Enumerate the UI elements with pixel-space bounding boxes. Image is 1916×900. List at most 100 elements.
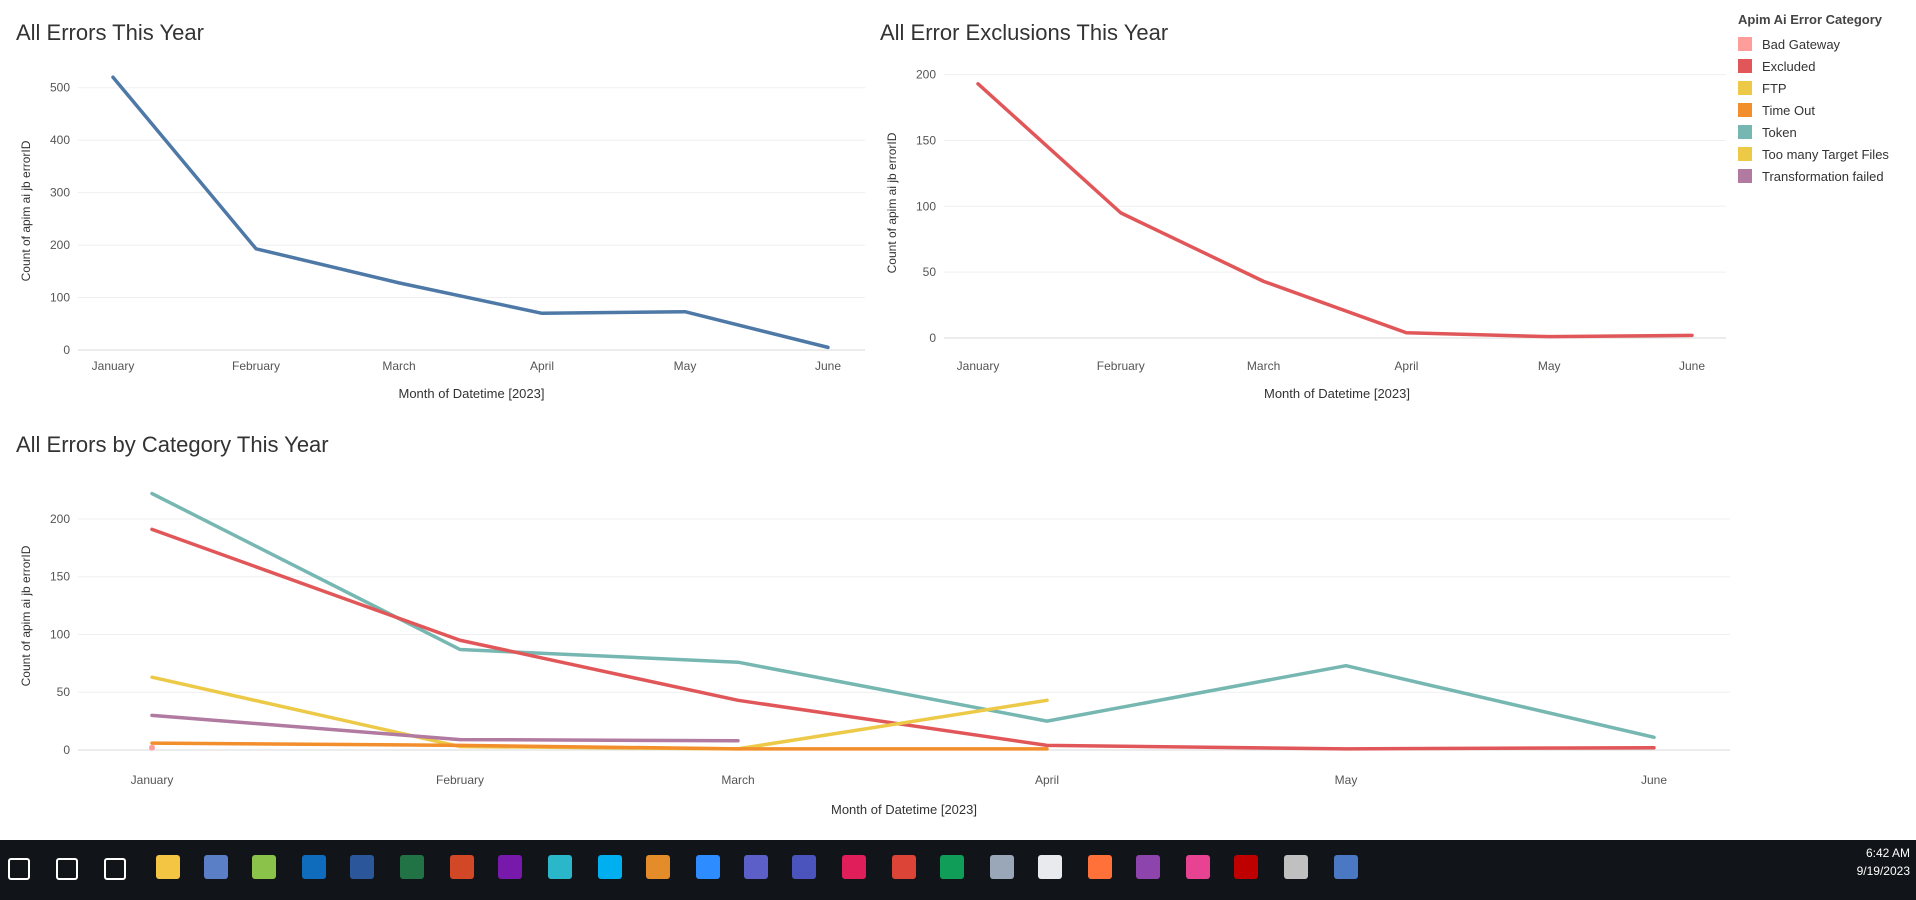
legend-title: Apim Ai Error Category: [1738, 12, 1882, 27]
y-tick-label: 100: [916, 199, 936, 213]
x-axis-title: Month of Datetime [2023]: [831, 802, 977, 817]
legend-label: Time Out: [1762, 102, 1815, 118]
x-axis-title: Month of Datetime [2023]: [399, 386, 545, 401]
legend-item-too-many-target-files[interactable]: Too many Target Files: [1738, 143, 1914, 165]
legend-label: Token: [1762, 124, 1797, 140]
chrome-app-icon[interactable]: [1038, 855, 1062, 879]
x-tick-label: January: [957, 359, 1000, 373]
slack-icon[interactable]: [842, 855, 866, 879]
x-tick-label: February: [232, 359, 280, 373]
series-line-too-many-target-files[interactable]: [150, 675, 1049, 751]
x-tick-label: April: [1035, 773, 1059, 787]
taskbar-clock[interactable]: 6:42 AM 9/19/2023: [1857, 844, 1910, 880]
y-tick-label: 50: [923, 265, 937, 279]
x-tick-label: June: [1679, 359, 1705, 373]
legend-item-time-out[interactable]: Time Out: [1738, 99, 1914, 121]
filezilla-icon[interactable]: [1234, 855, 1258, 879]
powerpoint-icon[interactable]: [450, 855, 474, 879]
excel-icon[interactable]: [400, 855, 424, 879]
y-axis-title: Count of apim ai jb errorID: [19, 545, 33, 686]
x-tick-label: March: [721, 773, 754, 787]
app-multicolor-icon[interactable]: [1186, 855, 1210, 879]
onenote-icon[interactable]: [498, 855, 522, 879]
app-grad-icon[interactable]: [1284, 855, 1308, 879]
chart-errors-by-category: 0 50 100 150 200 January February March April May…: [19, 491, 1730, 817]
series-line-transformation-failed[interactable]: [150, 713, 740, 743]
legend-item-ftp[interactable]: FTP: [1738, 77, 1914, 99]
app-purple-icon[interactable]: [1136, 855, 1160, 879]
y-tick-label: 200: [916, 68, 936, 82]
skype-icon[interactable]: [598, 855, 622, 879]
clock-time: 6:42 AM: [1865, 846, 1910, 860]
y-tick-label: 100: [50, 627, 70, 641]
y-tick-label: 300: [50, 186, 70, 200]
outlook-icon[interactable]: [302, 855, 326, 879]
task-view-icon[interactable]: [104, 858, 126, 880]
chrome-alt-icon[interactable]: [940, 855, 964, 879]
series-line-0[interactable]: [976, 82, 1694, 339]
y-tick-label: 150: [916, 133, 936, 147]
chrome-icon[interactable]: [892, 855, 916, 879]
legend-label: Too many Target Files: [1762, 146, 1889, 162]
legend: Apim Ai Error Category Bad Gateway Exclud…: [1738, 12, 1914, 187]
y-axis-title: Count of apim ai jb errorID: [19, 140, 33, 281]
app-teal-icon[interactable]: [548, 855, 572, 879]
x-tick-label: March: [1247, 359, 1280, 373]
x-tick-label: May: [1538, 359, 1561, 373]
series-line-0[interactable]: [111, 75, 830, 350]
x-tick-label: June: [1641, 773, 1667, 787]
snipping-tool-icon[interactable]: [204, 855, 228, 879]
series-line-time-out[interactable]: [150, 741, 1049, 751]
windows-start-icon[interactable]: [8, 858, 30, 880]
legend-swatch: [1738, 103, 1752, 117]
notepad-icon[interactable]: [252, 855, 276, 879]
x-tick-label: January: [131, 773, 174, 787]
y-tick-label: 500: [50, 81, 70, 95]
y-tick-label: 0: [63, 743, 70, 757]
network-icon[interactable]: [1334, 855, 1358, 879]
chart-title-errors-by-category: All Errors by Category This Year: [16, 432, 329, 457]
teams-alt-icon[interactable]: [792, 855, 816, 879]
legend-swatch: [1738, 125, 1752, 139]
app-orange-icon[interactable]: [646, 855, 670, 879]
legend-label: FTP: [1762, 80, 1787, 96]
series-point-bad-gateway[interactable]: [149, 744, 155, 751]
y-tick-label: 200: [50, 512, 70, 526]
legend-item-token[interactable]: Token: [1738, 121, 1914, 143]
x-tick-label: May: [674, 359, 697, 373]
x-tick-label: February: [436, 773, 484, 787]
legend-label: Bad Gateway: [1762, 36, 1841, 52]
y-tick-label: 100: [50, 291, 70, 305]
x-tick-label: May: [1335, 773, 1358, 787]
y-tick-label: 200: [50, 238, 70, 252]
y-tick-label: 0: [63, 343, 70, 357]
y-axis-title: Count of apim ai jb errorID: [885, 132, 899, 273]
y-tick-label: 0: [929, 331, 936, 345]
x-tick-label: June: [815, 359, 841, 373]
x-tick-label: April: [530, 359, 554, 373]
firefox-icon[interactable]: [1088, 855, 1112, 879]
clock-date: 9/19/2023: [1856, 864, 1910, 878]
x-axis-title: Month of Datetime [2023]: [1264, 386, 1410, 401]
app-gear-icon[interactable]: [990, 855, 1014, 879]
x-tick-label: March: [382, 359, 415, 373]
legend-label: Excluded: [1762, 58, 1816, 74]
legend-item-excluded[interactable]: Excluded: [1738, 55, 1914, 77]
legend-item-transformation-failed[interactable]: Transformation failed: [1738, 165, 1914, 187]
legend-swatch: [1738, 147, 1752, 161]
y-tick-label: 50: [57, 685, 71, 699]
y-tick-label: 150: [50, 570, 70, 584]
teams-icon[interactable]: [744, 855, 768, 879]
series-line-excluded[interactable]: [150, 527, 1656, 751]
chart-title-all-errors: All Errors This Year: [16, 20, 204, 45]
zoom-icon[interactable]: [696, 855, 720, 879]
file-explorer-icon[interactable]: [156, 855, 180, 879]
legend-swatch: [1738, 59, 1752, 73]
word-icon[interactable]: [350, 855, 374, 879]
search-icon[interactable]: [56, 858, 78, 880]
chart-title-error-exclusions: All Error Exclusions This Year: [880, 20, 1169, 45]
series-line-token[interactable]: [150, 491, 1656, 740]
legend-swatch: [1738, 169, 1752, 183]
chart-error-exclusions: 0 50 100 150 200 January February March April May…: [885, 68, 1726, 401]
legend-item-bad-gateway[interactable]: Bad Gateway: [1738, 33, 1914, 55]
